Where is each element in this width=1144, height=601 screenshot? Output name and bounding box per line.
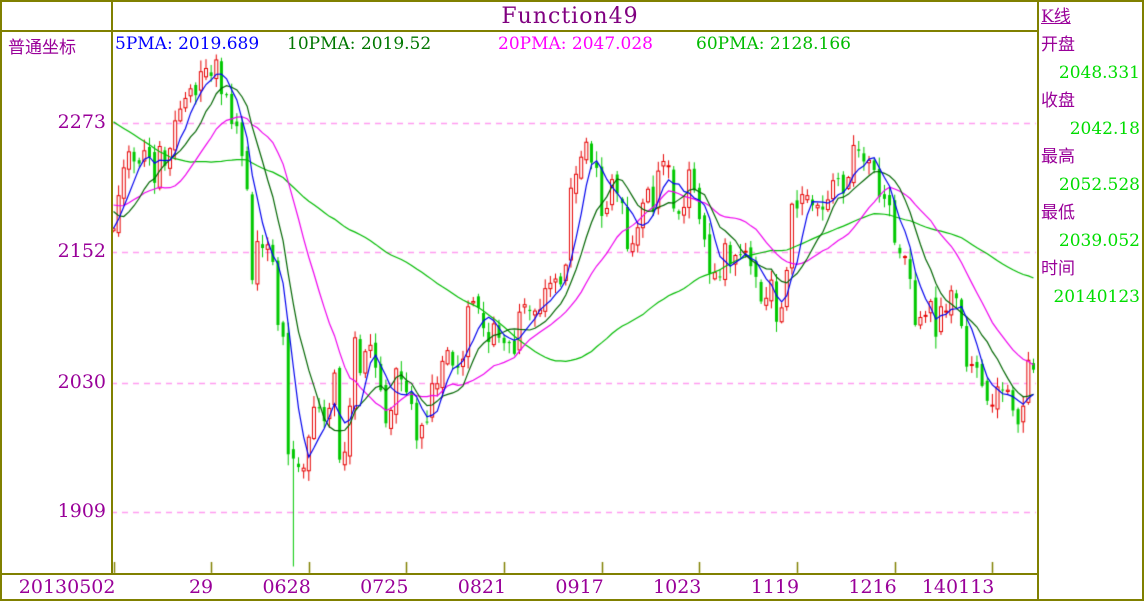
x-tick-label: 29 (188, 576, 214, 598)
title-divider-line (0, 30, 1039, 32)
kline-panel-fields: 开盘 2048.331 收盘 2042.18 最高 2052.528 最低 2039.052 时… (1041, 31, 1140, 311)
x-tick-label: 1023 (653, 576, 702, 598)
kline-panel-title[interactable]: K线 (1041, 7, 1071, 27)
panel-field-value: 2042.18 (1069, 119, 1140, 139)
panel-field-label: 最低 (1041, 203, 1075, 223)
panel-field-value: 20140123 (1053, 287, 1140, 307)
x-tick-label: 1119 (750, 576, 800, 598)
panel-field-value: 2052.528 (1058, 175, 1140, 195)
x-tick-label: 0917 (555, 576, 604, 598)
panel-field-label: 最高 (1041, 147, 1075, 167)
legend-60pma: 60PMA: 2128.166 (696, 34, 852, 54)
x-tick-label: 0821 (457, 576, 507, 598)
kline-info-panel: K线 开盘 2048.331 收盘 2042.18 最高 2052.528 最低 2039.0… (1041, 3, 1140, 311)
legend-5pma: 5PMA: 2019.689 (115, 34, 260, 54)
legend-20pma: 20PMA: 2047.028 (498, 34, 654, 54)
chart-title: Function49 (501, 4, 639, 29)
x-tick-label: 0628 (262, 576, 311, 598)
y-tick-label: 2273 (57, 111, 106, 133)
legend-10pma: 10PMA: 2019.52 (287, 34, 432, 54)
x-axis-line (0, 573, 1039, 575)
y-tick-label: 1909 (57, 500, 106, 522)
coordinate-mode-label: 普通坐标 (8, 38, 76, 58)
panel-field-label: 时间 (1041, 259, 1075, 279)
panel-divider-line (1037, 0, 1039, 601)
x-tick-label: 1216 (848, 576, 897, 598)
x-tick-label: 0725 (360, 576, 409, 598)
x-tick-label: 140113 (921, 576, 995, 598)
x-tick-label: 20130502 (18, 576, 116, 598)
panel-field-label: 开盘 (1041, 35, 1075, 55)
panel-field-label: 收盘 (1041, 91, 1075, 111)
y-tick-label: 2152 (57, 240, 106, 263)
y-axis-line (111, 0, 113, 573)
y-tick-label: 2030 (57, 370, 106, 393)
panel-field-value: 2048.331 (1058, 63, 1140, 83)
panel-field-value: 2039.052 (1058, 231, 1140, 251)
